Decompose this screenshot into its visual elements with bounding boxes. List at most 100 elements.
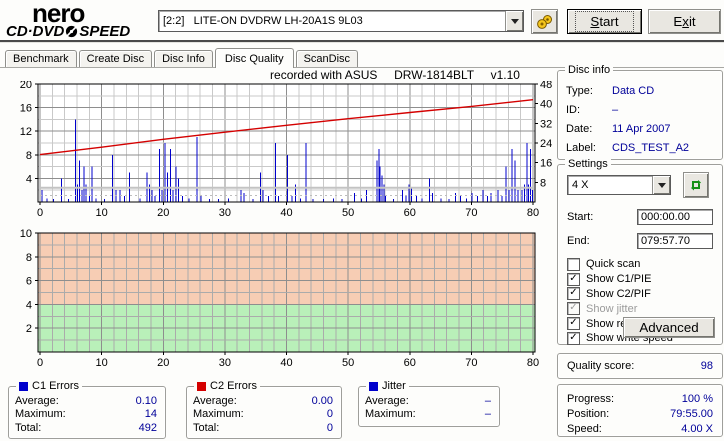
- checkbox-label: Quick scan: [586, 258, 641, 271]
- tab-label: Disc Quality: [224, 53, 284, 65]
- scan-speed-select[interactable]: 4 X: [567, 175, 671, 195]
- c1-error-chart: 0 10 20 30 40 50 60 70 80 4 8 12 16 20 8 16 24 32 40 48: [0, 79, 560, 221]
- row-label: Speed:: [567, 422, 602, 435]
- checkbox-box[interactable]: [567, 257, 580, 271]
- drive-select-value: [2:2] LITE-ON DVDRW LH-20A1S 9L03: [163, 15, 363, 27]
- row-value: –: [484, 394, 491, 407]
- quality-score-label: Quality score:: [567, 360, 635, 372]
- tab-create-disc[interactable]: Create Disc: [78, 50, 153, 67]
- svg-text:20: 20: [20, 81, 32, 91]
- row-label: Maximum:: [193, 408, 244, 421]
- info-row: Speed: 4.00 X: [567, 421, 713, 436]
- row-label: ID:: [566, 103, 581, 116]
- info-row: Maximum: 14: [15, 408, 157, 422]
- row-value: 0: [326, 408, 333, 421]
- start-button[interactable]: Start: [567, 9, 642, 34]
- checkbox-quick-scan[interactable]: Quick scan: [567, 257, 717, 272]
- settings-box: Settings 4 X Start: 000:00.00 End: 079:5…: [557, 158, 723, 345]
- refresh-button[interactable]: [683, 172, 709, 198]
- tab-label: ScanDisc: [303, 53, 351, 65]
- svg-text:20: 20: [157, 357, 169, 369]
- info-row: Date: 11 Apr 2007: [566, 119, 714, 138]
- checkbox-label: Show C1/PIE: [586, 273, 652, 286]
- info-row: Position: 79:55.00: [567, 406, 713, 421]
- drive-select[interactable]: [2:2] LITE-ON DVDRW LH-20A1S 9L03: [158, 10, 524, 32]
- settings-title: Settings: [565, 158, 611, 170]
- svg-text:30: 30: [219, 357, 231, 369]
- checkbox-label: Show C2/PIF: [586, 287, 651, 300]
- row-label: Date:: [566, 122, 593, 135]
- checkbox-show-c2-pif[interactable]: ✓ Show C2/PIF: [567, 287, 717, 302]
- stats-box-title: C1 Errors: [16, 380, 83, 392]
- svg-text:12: 12: [20, 126, 32, 138]
- svg-text:10: 10: [96, 207, 108, 219]
- info-row: Average: 0.10: [15, 394, 157, 408]
- svg-text:24: 24: [540, 138, 552, 150]
- end-field[interactable]: 079:57.70: [637, 233, 713, 249]
- chevron-down-icon[interactable]: [505, 11, 523, 31]
- info-row: Maximum: –: [365, 408, 491, 422]
- start-button-label: Start: [575, 11, 634, 32]
- row-label: Average:: [365, 394, 409, 407]
- svg-text:4: 4: [26, 299, 32, 311]
- info-row: Average: –: [365, 394, 491, 408]
- legend-color-icon: [369, 381, 378, 391]
- stats-box-title: C2 Errors: [194, 380, 261, 392]
- exit-button[interactable]: Exit: [648, 9, 721, 34]
- toolbar-separator: [0, 40, 724, 43]
- checkbox-show-c1-pie[interactable]: ✓ Show C1/PIE: [567, 272, 717, 287]
- checkbox-box[interactable]: ✓: [567, 317, 580, 331]
- svg-text:48: 48: [540, 81, 552, 91]
- chevron-down-icon[interactable]: [652, 176, 670, 194]
- row-label: Progress:: [567, 392, 615, 405]
- checkbox-label: Show jitter: [586, 302, 638, 315]
- checkbox-box: ✓: [567, 302, 580, 316]
- row-value: 0: [326, 421, 333, 434]
- checkbox-box[interactable]: ✓: [567, 272, 580, 286]
- tab-disc-quality[interactable]: Disc Quality: [214, 48, 294, 68]
- tab-label: Create Disc: [86, 53, 145, 65]
- svg-text:8: 8: [26, 252, 32, 264]
- advanced-button[interactable]: Advanced: [623, 317, 715, 338]
- info-row: Progress: 100 %: [567, 391, 713, 406]
- options-button[interactable]: [531, 9, 558, 34]
- tab-scandisc[interactable]: ScanDisc: [295, 50, 359, 67]
- info-row: Type: Data CD: [566, 81, 714, 100]
- scan-speed-value: 4 X: [572, 179, 589, 191]
- info-row: ID: –: [566, 100, 714, 119]
- row-label: Average:: [193, 394, 237, 407]
- advanced-button-label: Advanced: [639, 320, 699, 335]
- tab-benchmark[interactable]: Benchmark: [5, 50, 77, 67]
- svg-text:8: 8: [540, 177, 546, 189]
- svg-text:40: 40: [280, 207, 292, 219]
- svg-text:60: 60: [404, 357, 416, 369]
- row-label: Total:: [193, 421, 220, 434]
- svg-text:60: 60: [404, 207, 416, 219]
- row-value: 4.00 X: [681, 422, 713, 435]
- gears-icon: [536, 14, 554, 30]
- svg-text:8: 8: [26, 150, 32, 162]
- svg-text:10: 10: [96, 357, 108, 369]
- svg-text:50: 50: [342, 207, 354, 219]
- cddvd-logo-text: CD·DVD: [6, 23, 65, 40]
- svg-text:0: 0: [37, 357, 43, 369]
- checkbox-box[interactable]: ✓: [567, 287, 580, 301]
- info-row: Total: 0: [193, 421, 333, 435]
- tab-label: Disc Info: [162, 53, 205, 65]
- row-value: 11 Apr 2007: [612, 122, 671, 135]
- row-value: 0.00: [311, 394, 333, 407]
- row-label: Total:: [15, 421, 42, 434]
- svg-text:30: 30: [219, 207, 231, 219]
- checkbox-box[interactable]: ✓: [567, 331, 580, 345]
- progress-box: Progress: 100 % Position: 79:55.00 Speed: 4.0…: [557, 384, 723, 437]
- start-field[interactable]: 000:00.00: [637, 209, 713, 225]
- jitter-stats-box: Jitter Average: – Maximum: –: [358, 380, 500, 427]
- svg-text:70: 70: [465, 207, 477, 219]
- start-field-label: Start:: [567, 211, 594, 223]
- c2-errors-stats-box: C2 Errors Average: 0.00 Maximum: 0 Total: 0: [186, 380, 342, 439]
- tab-disc-info[interactable]: Disc Info: [154, 50, 213, 67]
- svg-text:16: 16: [540, 158, 552, 170]
- info-row: Maximum: 0: [193, 408, 333, 422]
- legend-color-icon: [197, 381, 206, 391]
- speed-logo-text: SPEED: [79, 23, 131, 40]
